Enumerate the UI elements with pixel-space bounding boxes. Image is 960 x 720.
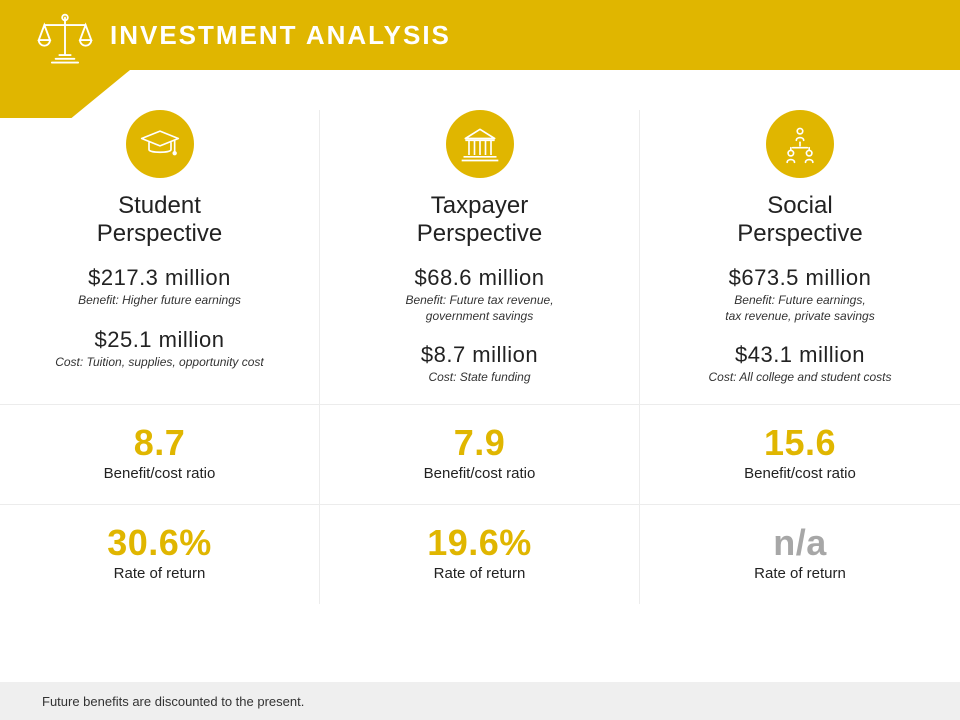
ratio-label: Benefit/cost ratio: [12, 465, 307, 482]
ror-cell: 19.6% Rate of return: [320, 505, 640, 604]
building-icon: [446, 110, 514, 178]
people-icon: [766, 110, 834, 178]
ratio-cell: 15.6 Benefit/cost ratio: [640, 405, 960, 504]
ror-value: 30.6%: [12, 525, 307, 561]
benefit-caption: Benefit: Higher future earnings: [78, 293, 241, 309]
benefit-caption: Benefit: Future earnings, tax revenue, p…: [725, 293, 874, 324]
ratio-value: 8.7: [12, 425, 307, 461]
col-title: Social Perspective: [737, 192, 862, 247]
ratio-label: Benefit/cost ratio: [332, 465, 627, 482]
ror-label: Rate of return: [652, 565, 948, 582]
ratio-cell: 7.9 Benefit/cost ratio: [320, 405, 640, 504]
ror-value: n/a: [652, 525, 948, 561]
col-title: Taxpayer Perspective: [417, 192, 542, 247]
col-student: Student Perspective $217.3 million Benef…: [0, 110, 320, 404]
grad-cap-icon: [126, 110, 194, 178]
columns-grid: Student Perspective $217.3 million Benef…: [0, 110, 960, 404]
cost-value: $8.7 million: [421, 342, 538, 368]
ratio-value: 15.6: [652, 425, 948, 461]
cost-caption: Cost: All college and student costs: [709, 370, 892, 386]
scales-icon: [35, 10, 95, 70]
ror-value: 19.6%: [332, 525, 627, 561]
cost-value: $43.1 million: [735, 342, 865, 368]
col-taxpayer: Taxpayer Perspective $68.6 million Benef…: [320, 110, 640, 404]
cost-caption: Cost: Tuition, supplies, opportunity cos…: [55, 355, 264, 371]
benefit-value: $68.6 million: [414, 265, 544, 291]
ror-cell: n/a Rate of return: [640, 505, 960, 604]
ratio-value: 7.9: [332, 425, 627, 461]
footnote: Future benefits are discounted to the pr…: [0, 682, 960, 720]
cost-caption: Cost: State funding: [428, 370, 530, 386]
row-ratio: 8.7 Benefit/cost ratio 7.9 Benefit/cost …: [0, 404, 960, 504]
row-ror: 30.6% Rate of return 19.6% Rate of retur…: [0, 504, 960, 604]
ratio-label: Benefit/cost ratio: [652, 465, 948, 482]
col-social: Social Perspective $673.5 million Benefi…: [640, 110, 960, 404]
ror-label: Rate of return: [12, 565, 307, 582]
ror-cell: 30.6% Rate of return: [0, 505, 320, 604]
page-title: INVESTMENT ANALYSIS: [110, 20, 451, 51]
header-bar: INVESTMENT ANALYSIS: [0, 0, 960, 70]
benefit-value: $217.3 million: [88, 265, 231, 291]
benefit-value: $673.5 million: [729, 265, 872, 291]
cost-value: $25.1 million: [94, 327, 224, 353]
col-title: Student Perspective: [97, 192, 222, 247]
ratio-cell: 8.7 Benefit/cost ratio: [0, 405, 320, 504]
benefit-caption: Benefit: Future tax revenue, government …: [405, 293, 553, 324]
ror-label: Rate of return: [332, 565, 627, 582]
